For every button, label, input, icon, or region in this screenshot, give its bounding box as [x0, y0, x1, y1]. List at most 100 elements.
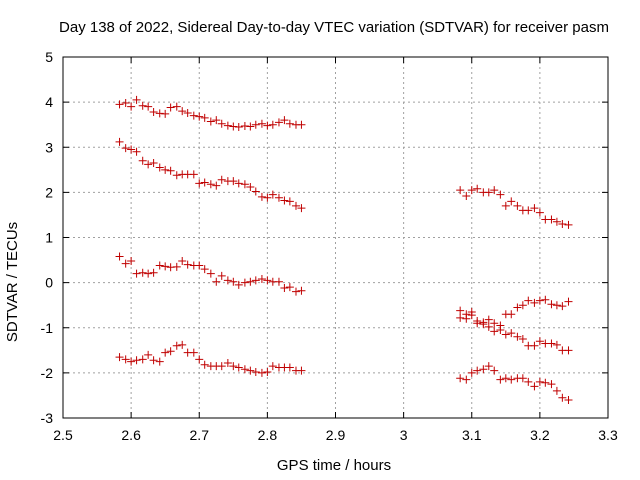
- data-point: [291, 201, 300, 210]
- data-point: [507, 375, 516, 384]
- data-points: [115, 95, 573, 404]
- x-tick-labels: 2.5 2.6 2.7 2.8 2.9 3 3.1 3.2 3.3: [53, 427, 618, 443]
- series-5: [456, 184, 573, 229]
- data-point: [263, 121, 272, 130]
- data-point: [161, 165, 170, 174]
- data-point: [161, 262, 170, 271]
- data-point: [564, 220, 573, 229]
- data-point: [223, 276, 232, 285]
- data-point: [518, 301, 527, 310]
- data-point: [490, 186, 499, 195]
- y-tick-label: -3: [41, 410, 54, 426]
- data-point: [547, 339, 556, 348]
- data-point: [195, 261, 204, 270]
- y-tick-label: -1: [41, 320, 54, 336]
- data-point: [530, 204, 539, 213]
- data-point: [206, 180, 215, 189]
- data-point: [291, 287, 300, 296]
- data-point: [507, 310, 516, 319]
- data-point: [541, 378, 550, 387]
- data-point: [246, 366, 255, 375]
- data-point: [217, 119, 226, 128]
- data-point: [530, 341, 539, 350]
- data-point: [490, 319, 499, 328]
- data-point: [490, 327, 499, 336]
- data-point: [524, 206, 533, 215]
- data-point: [501, 374, 510, 383]
- data-point: [172, 341, 181, 350]
- data-point: [257, 368, 266, 377]
- series-2: [115, 137, 306, 213]
- data-point: [115, 353, 124, 362]
- data-point: [274, 193, 283, 202]
- data-point: [456, 374, 465, 383]
- x-tick-label: 2.9: [326, 427, 346, 443]
- data-point: [183, 260, 192, 269]
- series-4: [115, 340, 306, 377]
- data-point: [240, 365, 249, 374]
- data-point: [496, 326, 505, 335]
- data-point: [297, 120, 306, 129]
- data-point: [234, 179, 243, 188]
- data-point: [263, 193, 272, 202]
- data-point: [127, 145, 136, 154]
- data-point: [558, 393, 567, 402]
- data-point: [217, 362, 226, 371]
- data-point: [251, 187, 260, 196]
- data-point: [132, 147, 141, 156]
- data-point: [223, 358, 232, 367]
- data-point: [473, 184, 482, 193]
- data-point: [121, 259, 130, 268]
- data-point: [127, 256, 136, 265]
- data-point: [161, 109, 170, 118]
- data-point: [552, 301, 561, 310]
- data-point: [490, 366, 499, 375]
- data-point: [172, 102, 181, 111]
- data-point: [189, 111, 198, 120]
- data-point: [541, 295, 550, 304]
- x-tick-label: 3: [400, 427, 408, 443]
- data-point: [149, 159, 158, 168]
- x-tick-label: 2.8: [258, 427, 278, 443]
- data-point: [484, 315, 493, 324]
- data-point: [257, 119, 266, 128]
- data-point: [229, 362, 238, 371]
- data-point: [240, 278, 249, 287]
- data-point: [155, 261, 164, 270]
- data-point: [246, 277, 255, 286]
- data-point: [149, 356, 158, 365]
- data-point: [200, 360, 209, 369]
- data-point: [251, 276, 260, 285]
- y-tick-label: 2: [45, 184, 53, 200]
- data-point: [473, 366, 482, 375]
- x-tick-label: 3.1: [462, 427, 482, 443]
- data-point: [456, 313, 465, 322]
- data-point: [189, 348, 198, 357]
- data-point: [189, 170, 198, 179]
- data-point: [251, 120, 260, 129]
- y-tick-label: 5: [45, 49, 53, 65]
- data-point: [138, 156, 147, 165]
- data-point: [195, 355, 204, 364]
- data-point: [149, 268, 158, 277]
- data-point: [285, 283, 294, 292]
- data-point: [479, 365, 488, 374]
- data-point: [155, 163, 164, 172]
- data-point: [535, 337, 544, 346]
- y-tick-label: 3: [45, 139, 53, 155]
- series-3: [115, 252, 306, 296]
- data-point: [144, 350, 153, 359]
- data-point: [507, 197, 516, 206]
- data-point: [496, 375, 505, 384]
- data-point: [285, 197, 294, 206]
- data-point: [161, 348, 170, 357]
- data-point: [138, 268, 147, 277]
- series-7: [456, 311, 573, 355]
- data-point: [547, 215, 556, 224]
- data-point: [552, 386, 561, 395]
- data-point: [507, 329, 516, 338]
- data-point: [462, 191, 471, 200]
- data-point: [547, 380, 556, 389]
- data-point: [530, 382, 539, 391]
- data-point: [166, 347, 175, 356]
